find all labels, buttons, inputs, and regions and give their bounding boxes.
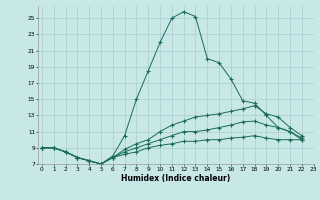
X-axis label: Humidex (Indice chaleur): Humidex (Indice chaleur): [121, 174, 231, 183]
